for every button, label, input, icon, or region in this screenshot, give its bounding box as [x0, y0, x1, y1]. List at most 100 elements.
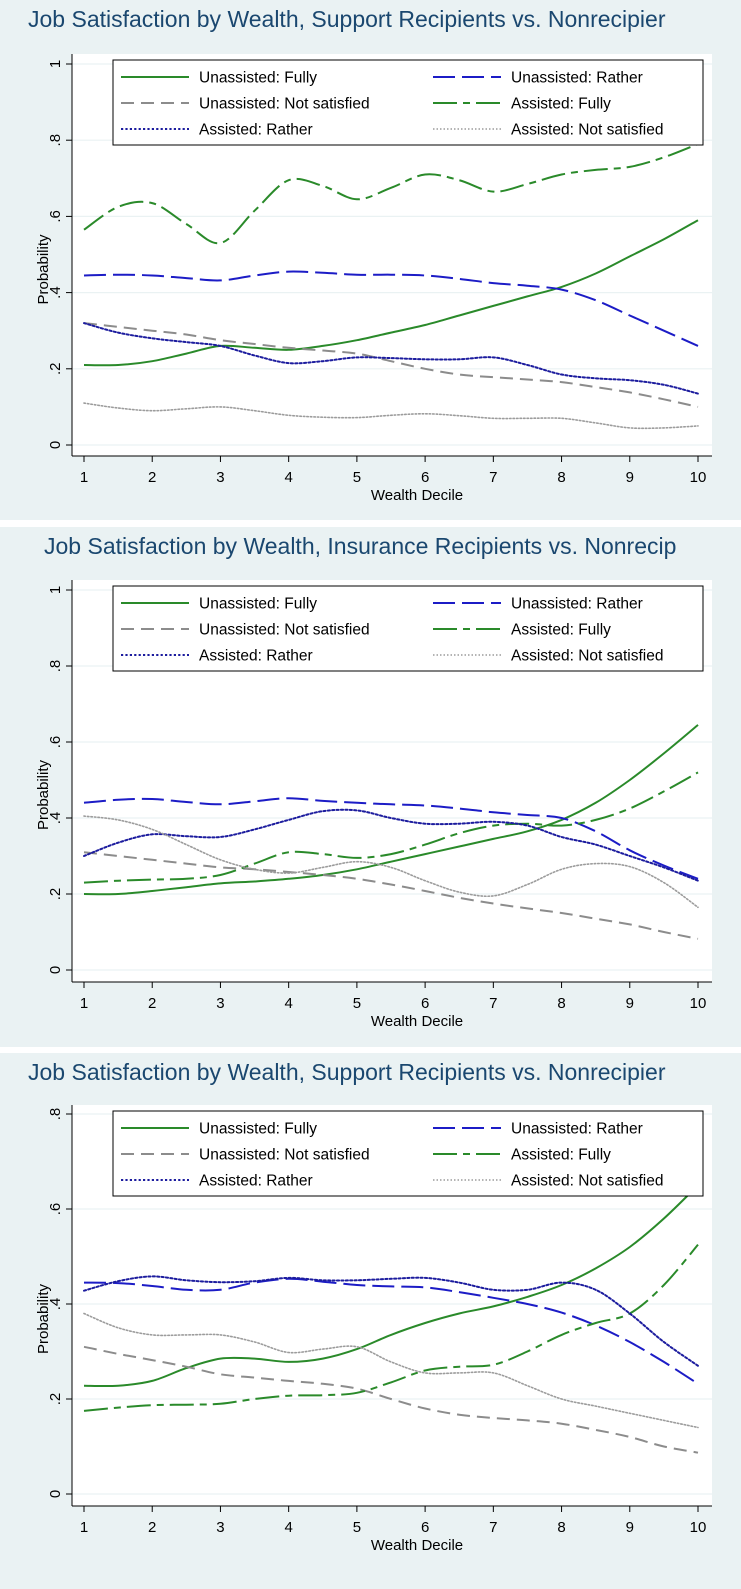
x-tick-label: 2 — [148, 469, 156, 486]
x-tick-label: 8 — [557, 995, 565, 1012]
chart-title: Job Satisfaction by Wealth, Support Reci… — [28, 1059, 666, 1085]
legend-label: Unassisted: Fully — [199, 596, 317, 613]
x-tick-label: 5 — [353, 995, 361, 1012]
x-tick-label: 9 — [626, 995, 634, 1012]
x-tick-label: 9 — [626, 469, 634, 486]
series-line — [83, 322, 699, 408]
legend-label: Assisted: Not satisfied — [511, 1173, 663, 1190]
x-tick-label: 10 — [690, 995, 707, 1012]
x-tick-label: 2 — [148, 995, 156, 1012]
y-tick-label: .6 — [47, 210, 64, 223]
series-line — [83, 815, 699, 909]
legend-label: Unassisted: Not satisfied — [199, 622, 370, 639]
y-tick-label: 0 — [47, 441, 64, 449]
chart-panel-1: Job Satisfaction by Wealth, Support Reci… — [0, 0, 741, 520]
legend-label: Assisted: Rather — [199, 648, 313, 665]
y-tick-label: .4 — [47, 1298, 64, 1311]
y-tick-label: .2 — [47, 888, 64, 901]
legend-label: Assisted: Rather — [199, 1173, 313, 1190]
series-line — [83, 1277, 699, 1385]
y-tick-label: .4 — [47, 286, 64, 299]
x-axis-label: Wealth Decile — [371, 487, 463, 504]
x-tick-label: 6 — [421, 995, 429, 1012]
x-tick-label: 5 — [353, 1519, 361, 1536]
y-tick-label: .8 — [47, 1108, 64, 1121]
y-tick-label: 1 — [47, 586, 64, 594]
series-line — [83, 724, 699, 896]
x-tick-label: 4 — [284, 469, 292, 486]
y-tick-label: .8 — [47, 660, 64, 673]
x-tick-label: 7 — [489, 469, 497, 486]
y-axis-label: Probability — [35, 234, 52, 305]
series-line — [83, 270, 699, 347]
series-line — [83, 1275, 699, 1367]
y-tick-label: .4 — [47, 812, 64, 825]
legend — [112, 1110, 704, 1197]
series-line — [83, 771, 699, 884]
legend-label: Assisted: Not satisfied — [511, 648, 663, 665]
legend-label: Assisted: Fully — [511, 96, 611, 113]
x-axis-label: Wealth Decile — [371, 1013, 463, 1030]
series-line — [83, 1312, 699, 1429]
x-tick-label: 2 — [148, 1519, 156, 1536]
x-tick-label: 5 — [353, 469, 361, 486]
y-tick-label: 1 — [47, 60, 64, 68]
series-line — [83, 322, 699, 395]
series-line — [83, 851, 699, 940]
x-axis-label: Wealth Decile — [371, 1537, 463, 1554]
x-tick-label: 10 — [690, 469, 707, 486]
x-tick-label: 9 — [626, 1519, 634, 1536]
legend-label: Unassisted: Fully — [199, 1121, 317, 1138]
chart-svg: 0 .2 .4 .6 .8 1 2 3 4 5 6 7 8 9 10 Wealth Decile Probabi… — [35, 1105, 712, 1554]
chart-title: Job Satisfaction by Wealth, Support Reci… — [28, 6, 666, 32]
x-tick-label: 3 — [216, 1519, 224, 1536]
y-tick-label: .6 — [47, 736, 64, 749]
y-tick-label: .6 — [47, 1203, 64, 1216]
series-line — [83, 219, 699, 367]
legend-label: Unassisted: Not satisfied — [199, 1147, 370, 1164]
x-tick-label: 3 — [216, 995, 224, 1012]
legend-label: Unassisted: Rather — [511, 1121, 643, 1138]
x-tick-label: 1 — [80, 1519, 88, 1536]
x-tick-label: 1 — [80, 995, 88, 1012]
x-tick-label: 4 — [284, 1519, 292, 1536]
x-tick-label: 4 — [284, 995, 292, 1012]
series-line — [83, 1345, 699, 1454]
x-tick-label: 7 — [489, 995, 497, 1012]
chart-title: Job Satisfaction by Wealth, Insurance Re… — [44, 533, 677, 559]
y-tick-label: .8 — [47, 134, 64, 147]
legend-label: Assisted: Fully — [511, 1147, 611, 1164]
legend-label: Assisted: Rather — [199, 122, 313, 139]
legend-label: Unassisted: Not satisfied — [199, 96, 370, 113]
x-tick-label: 6 — [421, 469, 429, 486]
y-tick-label: 0 — [47, 966, 64, 974]
x-tick-label: 7 — [489, 1519, 497, 1536]
series-line — [83, 143, 699, 245]
y-tick-label: 0 — [47, 1490, 64, 1498]
legend-label: Unassisted: Fully — [199, 70, 317, 87]
series-line — [83, 808, 699, 882]
y-tick-label: .2 — [47, 363, 64, 376]
chart-panel-2: Job Satisfaction by Wealth, Insurance Re… — [0, 527, 741, 1047]
y-axis-label: Probability — [35, 759, 52, 830]
legend-label: Assisted: Fully — [511, 622, 611, 639]
series-line — [83, 1243, 699, 1412]
x-tick-label: 8 — [557, 1519, 565, 1536]
x-tick-label: 10 — [690, 1519, 707, 1536]
y-axis-label: Probability — [35, 1283, 52, 1354]
y-tick-label: .2 — [47, 1393, 64, 1406]
legend-label: Unassisted: Rather — [511, 70, 643, 87]
legend-label: Assisted: Not satisfied — [511, 122, 663, 139]
chart-svg: 0 .2 .4 .6 .8 1 1 2 3 4 5 6 7 8 9 10 Wealth Decile Probab… — [35, 580, 712, 1030]
chart-panel-3: Job Satisfaction by Wealth, Support Reci… — [0, 1053, 741, 1589]
x-tick-label: 6 — [421, 1519, 429, 1536]
x-tick-label: 1 — [80, 469, 88, 486]
legend — [112, 59, 704, 146]
legend-label: Unassisted: Rather — [511, 596, 643, 613]
x-tick-label: 3 — [216, 469, 224, 486]
series-line — [83, 402, 699, 430]
series-line — [83, 797, 699, 880]
series-line — [83, 1184, 699, 1388]
chart-svg: 0 .2 .4 .6 .8 1 1 2 3 4 5 6 7 8 9 10 Wealth Decile Probab… — [35, 54, 712, 504]
legend — [112, 585, 704, 672]
